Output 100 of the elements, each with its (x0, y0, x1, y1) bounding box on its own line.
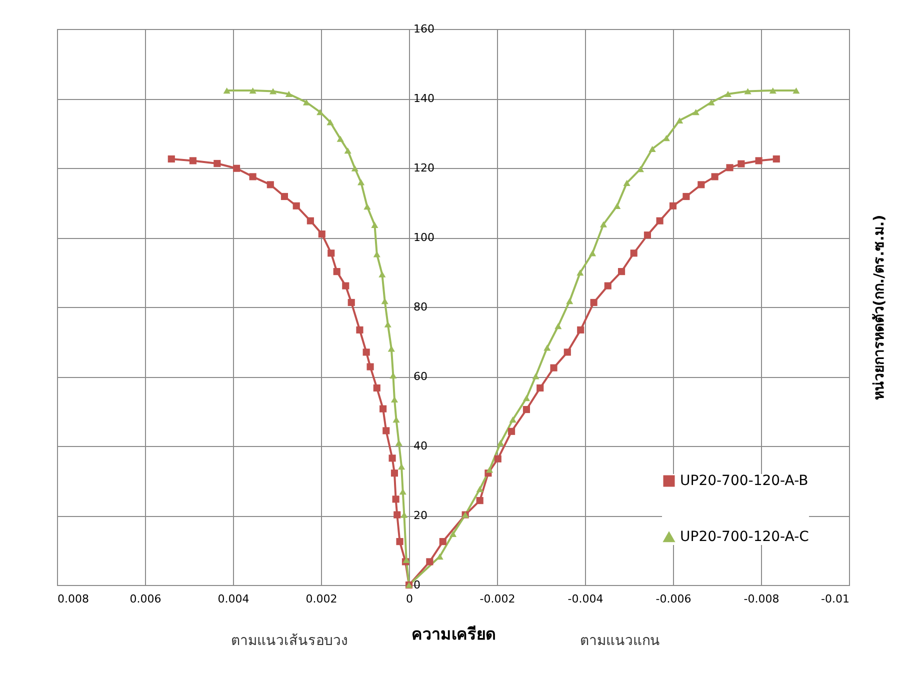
point (522, 406, 530, 414)
point (744, 88, 752, 94)
point (769, 87, 776, 94)
point (496, 440, 504, 446)
point (588, 250, 596, 256)
point (577, 326, 584, 334)
point (600, 221, 608, 228)
point (476, 497, 484, 504)
point (223, 87, 230, 94)
y-tick-label: 120 (414, 162, 434, 174)
point (364, 204, 371, 210)
point (604, 282, 612, 290)
x-tick-label: 0.008 (58, 592, 89, 606)
x-tick-label: -0.004 (568, 592, 604, 606)
x-tick-label: 0.002 (306, 592, 338, 606)
point (373, 384, 380, 392)
point (328, 250, 335, 257)
point (249, 87, 256, 94)
point (449, 530, 457, 537)
legend-label: UP20-700-120-A-C (680, 529, 810, 545)
point (550, 364, 558, 372)
point (532, 373, 540, 380)
point (214, 160, 221, 168)
point (564, 348, 571, 356)
point (669, 202, 677, 210)
text: ตามแนวแกน (580, 633, 660, 649)
point (232, 164, 240, 172)
point (392, 496, 400, 503)
point (656, 217, 664, 224)
point (692, 108, 700, 116)
point (509, 416, 516, 423)
point (378, 271, 386, 278)
point (676, 117, 684, 124)
point (590, 298, 598, 306)
point (662, 135, 670, 142)
point (189, 157, 196, 164)
point (724, 90, 732, 98)
point (356, 326, 364, 334)
point (439, 538, 446, 546)
point (698, 181, 705, 188)
point (614, 202, 621, 209)
x-tick-label: -0.01 (821, 592, 850, 606)
point (388, 454, 396, 462)
point (394, 511, 401, 518)
point (266, 181, 274, 188)
x-tick-label: 0.006 (130, 592, 162, 606)
point (636, 166, 644, 172)
point (249, 173, 256, 180)
y-tick-label: 100 (414, 231, 434, 244)
point (348, 298, 355, 306)
point (576, 270, 584, 276)
point (508, 428, 516, 435)
point (316, 108, 324, 116)
point (711, 173, 718, 180)
y-tick-label: 160 (414, 22, 434, 36)
x-tick-label: -0.008 (744, 592, 780, 606)
point (270, 88, 277, 94)
point (351, 165, 358, 172)
point (326, 119, 334, 126)
point (366, 363, 374, 370)
point (618, 268, 626, 276)
point (426, 558, 434, 566)
point (682, 192, 690, 200)
point (168, 155, 175, 162)
point (381, 298, 388, 304)
point (342, 282, 350, 290)
point (486, 466, 494, 473)
point (738, 160, 745, 168)
point (536, 384, 544, 392)
x-axis-title: ความเครียด (412, 624, 496, 644)
text: ตามแนวเส้นรอบวง (230, 633, 348, 649)
point (554, 323, 562, 330)
point (772, 155, 780, 162)
x-tick-label: -0.006 (656, 592, 692, 606)
point (522, 394, 530, 402)
point (623, 180, 630, 186)
point (396, 538, 404, 546)
y-tick-label: 140 (414, 92, 434, 105)
point (726, 164, 734, 172)
y-axis-title: หน่วยการหดตัว(กก./ตร.ซ.ม.) (872, 214, 888, 400)
point (333, 268, 340, 276)
point (362, 348, 370, 356)
point (280, 192, 288, 200)
legend-label: UP20-700-120-A-B (680, 473, 808, 489)
point (494, 455, 502, 462)
y-tick-label: 20 (414, 509, 428, 522)
y-tick-label: 0 (414, 578, 420, 592)
point (708, 99, 715, 106)
point (648, 146, 656, 152)
point (382, 427, 390, 434)
point (644, 232, 652, 239)
point (476, 486, 484, 492)
point (318, 230, 326, 238)
y-tick-label: 60 (414, 370, 428, 383)
point (566, 298, 574, 304)
point (380, 405, 387, 412)
point (292, 202, 300, 210)
point (285, 90, 292, 98)
point (630, 250, 638, 257)
point (373, 251, 380, 258)
